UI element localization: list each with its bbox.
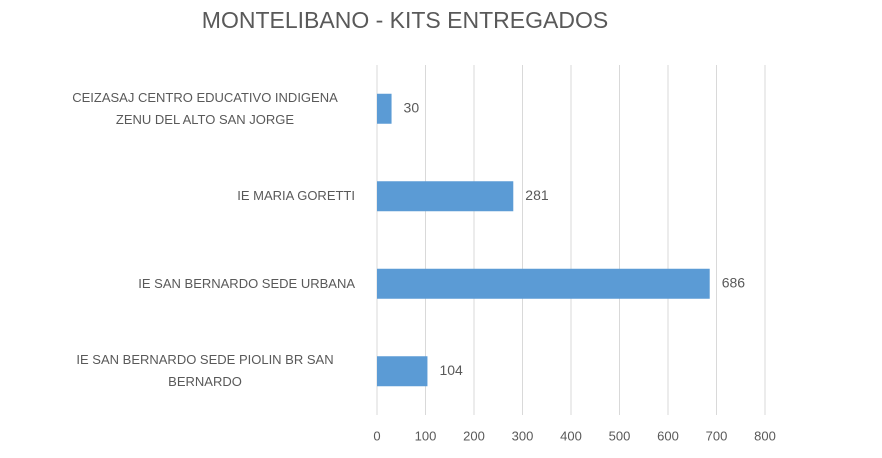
x-tick-label: 600 [657,428,679,443]
y-tick-label: IE SAN BERNARDO SEDE PIOLIN BR SAN BERNA… [76,352,334,390]
y-tick-label: IE SAN BERNARDO SEDE URBANA [138,275,355,291]
x-tick-label: 0 [373,428,380,443]
data-label: 104 [439,362,463,378]
x-tick-label: 300 [512,428,534,443]
y-tick-label-box: IE MARIA GORETTI [55,185,355,207]
x-tick-label: 100 [415,428,437,443]
x-tick-label: 200 [463,428,485,443]
bar [377,268,710,299]
y-tick-label: IE MARIA GORETTI [237,188,355,204]
chart-title: MONTELIBANO - KITS ENTREGADOS [202,7,608,33]
y-tick-label: CEIZASAJ CENTRO EDUCATIVO INDIGENA ZENU … [72,89,338,127]
bar [377,356,428,387]
bar [377,93,392,124]
x-tick-label: 700 [706,428,728,443]
data-label: 281 [525,187,549,203]
y-tick-label-box: IE SAN BERNARDO SEDE URBANA [55,273,355,295]
data-label: 686 [722,274,746,290]
y-tick-label-box: IE SAN BERNARDO SEDE PIOLIN BR SAN BERNA… [55,349,355,393]
x-tick-label: 400 [560,428,582,443]
x-tick-label: 800 [754,428,776,443]
x-tick-label: 500 [609,428,631,443]
y-tick-label-box: CEIZASAJ CENTRO EDUCATIVO INDIGENA ZENU … [55,87,355,131]
bar [377,181,514,212]
data-label: 30 [404,99,420,115]
